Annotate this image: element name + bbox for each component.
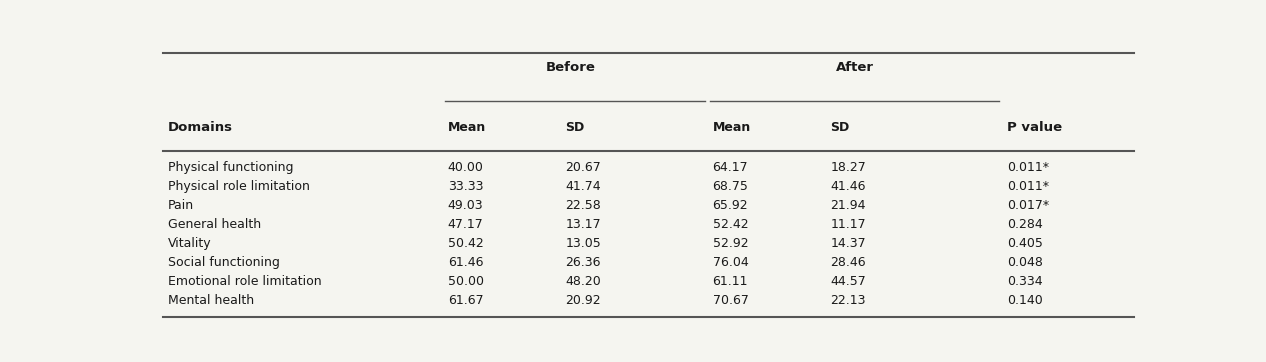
Text: 22.58: 22.58 <box>566 199 601 212</box>
Text: SD: SD <box>566 121 585 134</box>
Text: 18.27: 18.27 <box>830 161 866 174</box>
Text: 20.67: 20.67 <box>566 161 601 174</box>
Text: 0.140: 0.140 <box>1006 294 1043 307</box>
Text: 44.57: 44.57 <box>830 275 866 288</box>
Text: 40.00: 40.00 <box>448 161 484 174</box>
Text: 49.03: 49.03 <box>448 199 484 212</box>
Text: 33.33: 33.33 <box>448 180 484 193</box>
Text: Emotional role limitation: Emotional role limitation <box>168 275 322 288</box>
Text: 50.00: 50.00 <box>448 275 484 288</box>
Text: P value: P value <box>1006 121 1062 134</box>
Text: SD: SD <box>830 121 849 134</box>
Text: 22.13: 22.13 <box>830 294 866 307</box>
Text: 26.36: 26.36 <box>566 256 601 269</box>
Text: 61.67: 61.67 <box>448 294 484 307</box>
Text: 0.284: 0.284 <box>1006 218 1043 231</box>
Text: 0.048: 0.048 <box>1006 256 1043 269</box>
Text: Before: Before <box>546 61 595 74</box>
Text: Mental health: Mental health <box>168 294 254 307</box>
Text: 52.42: 52.42 <box>713 218 748 231</box>
Text: Physical functioning: Physical functioning <box>168 161 294 174</box>
Text: 65.92: 65.92 <box>713 199 748 212</box>
Text: Mean: Mean <box>713 121 751 134</box>
Text: 76.04: 76.04 <box>713 256 748 269</box>
Text: 64.17: 64.17 <box>713 161 748 174</box>
Text: 0.011*: 0.011* <box>1006 180 1050 193</box>
Text: 0.334: 0.334 <box>1006 275 1043 288</box>
Text: 11.17: 11.17 <box>830 218 866 231</box>
Text: Mean: Mean <box>448 121 486 134</box>
Text: Pain: Pain <box>168 199 194 212</box>
Text: 14.37: 14.37 <box>830 237 866 250</box>
Text: 48.20: 48.20 <box>566 275 601 288</box>
Text: 13.05: 13.05 <box>566 237 601 250</box>
Text: 21.94: 21.94 <box>830 199 866 212</box>
Text: 50.42: 50.42 <box>448 237 484 250</box>
Text: 61.46: 61.46 <box>448 256 484 269</box>
Text: Social functioning: Social functioning <box>168 256 280 269</box>
Text: Domains: Domains <box>168 121 233 134</box>
Text: 70.67: 70.67 <box>713 294 748 307</box>
Text: 52.92: 52.92 <box>713 237 748 250</box>
Text: 68.75: 68.75 <box>713 180 748 193</box>
Text: 47.17: 47.17 <box>448 218 484 231</box>
Text: 61.11: 61.11 <box>713 275 748 288</box>
Text: 13.17: 13.17 <box>566 218 601 231</box>
Text: 41.74: 41.74 <box>566 180 601 193</box>
Text: After: After <box>836 61 874 74</box>
Text: 0.405: 0.405 <box>1006 237 1043 250</box>
Text: Physical role limitation: Physical role limitation <box>168 180 310 193</box>
Text: 0.017*: 0.017* <box>1006 199 1050 212</box>
Text: 20.92: 20.92 <box>566 294 601 307</box>
Text: 0.011*: 0.011* <box>1006 161 1050 174</box>
Text: General health: General health <box>168 218 261 231</box>
Text: 28.46: 28.46 <box>830 256 866 269</box>
Text: Vitality: Vitality <box>168 237 211 250</box>
Text: 41.46: 41.46 <box>830 180 866 193</box>
